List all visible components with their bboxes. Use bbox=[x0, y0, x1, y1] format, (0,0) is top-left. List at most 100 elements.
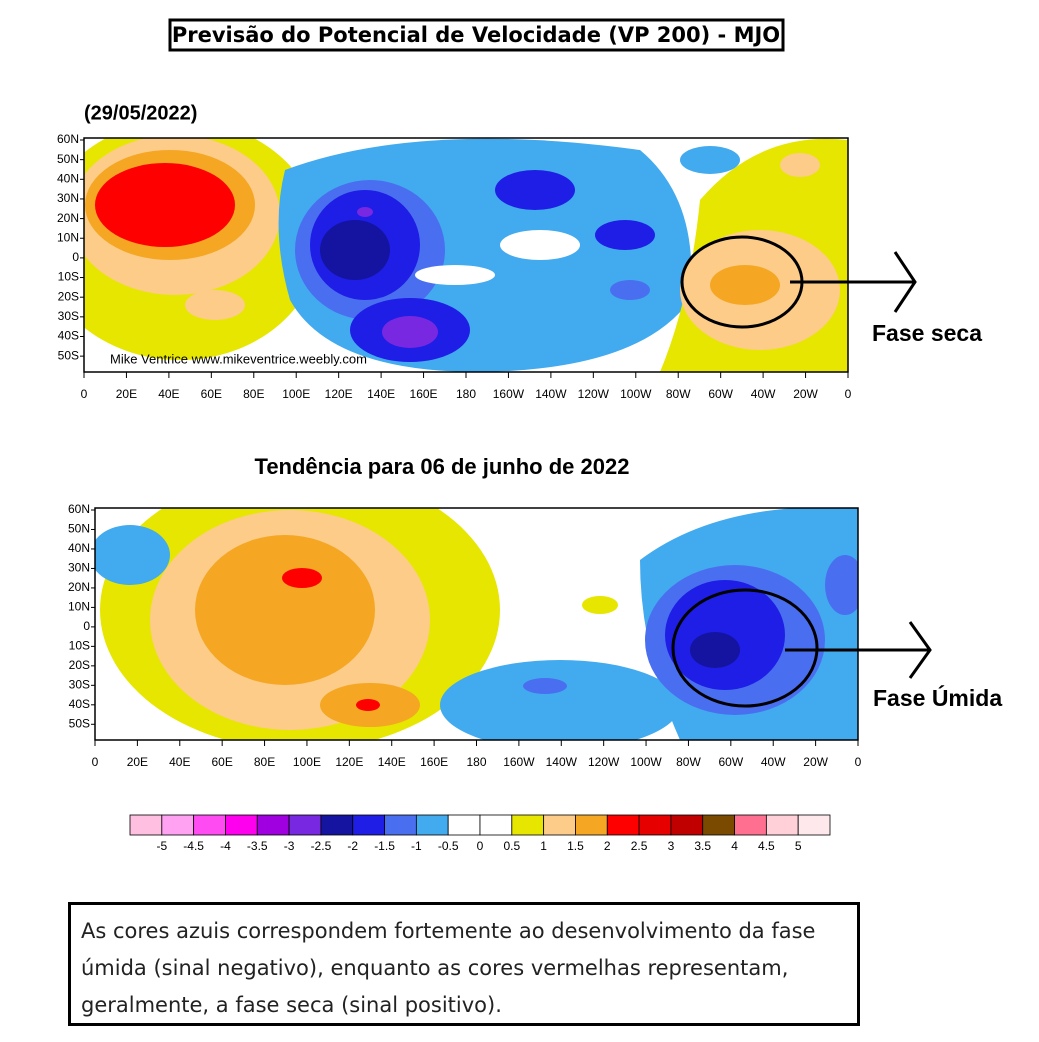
colorbar-label: 0.5 bbox=[503, 839, 520, 853]
lat-label: 20N bbox=[68, 580, 90, 594]
lon-label: 60W bbox=[708, 387, 733, 401]
lon-label: 120W bbox=[588, 755, 620, 769]
colorbar-label: -1.5 bbox=[374, 839, 395, 853]
colorbar-label: 3.5 bbox=[694, 839, 711, 853]
lon-label: 40W bbox=[761, 755, 786, 769]
color-swatch bbox=[543, 814, 576, 836]
color-swatch bbox=[288, 814, 322, 836]
lat-label: 40S bbox=[58, 329, 79, 343]
title: Previsão do Potencial de Velocidade (VP … bbox=[172, 23, 780, 47]
color-swatch bbox=[384, 814, 417, 836]
lon-label: 180 bbox=[466, 755, 486, 769]
annotation: Fase Úmida bbox=[873, 684, 1002, 711]
lat-label: 50S bbox=[69, 716, 90, 730]
lon-label: 80W bbox=[666, 387, 691, 401]
lon-label: 80E bbox=[254, 755, 275, 769]
lon-label: 120W bbox=[578, 387, 610, 401]
lat-label: 20N bbox=[57, 211, 79, 225]
colorbar-label: 1.5 bbox=[567, 839, 584, 853]
arrow bbox=[785, 621, 932, 679]
lat-label: 50N bbox=[57, 152, 79, 166]
lat-label: 40N bbox=[68, 541, 90, 555]
lat-label: 30S bbox=[69, 678, 90, 692]
colorbar-label: -2 bbox=[347, 839, 358, 853]
color-swatch bbox=[765, 814, 799, 836]
color-swatch bbox=[670, 814, 704, 836]
color-swatch bbox=[161, 814, 195, 836]
lon-label: 60E bbox=[201, 387, 222, 401]
color-swatch bbox=[479, 814, 513, 836]
lat-label: 30N bbox=[68, 561, 90, 575]
lon-label: 20W bbox=[793, 387, 818, 401]
color-swatch bbox=[797, 814, 831, 836]
lat-label: 10S bbox=[69, 639, 90, 653]
colorbar-label: 4 bbox=[731, 839, 738, 853]
map-date: Tendência para 06 de junho de 2022 bbox=[255, 454, 630, 479]
color-swatch bbox=[511, 814, 545, 836]
lon-label: 60W bbox=[718, 755, 743, 769]
color-swatch bbox=[129, 814, 163, 836]
color-swatch bbox=[320, 814, 354, 836]
colorbar-label: 2.5 bbox=[631, 839, 648, 853]
colorbar-label: -2.5 bbox=[311, 839, 332, 853]
color-swatch bbox=[256, 814, 290, 836]
color-swatch bbox=[352, 814, 385, 836]
colorbar-label: -4.5 bbox=[183, 839, 204, 853]
lon-label: 160E bbox=[410, 387, 438, 401]
lat-label: 30N bbox=[57, 191, 79, 205]
credit: Mike Ventrice www.mikeventrice.weebly.co… bbox=[110, 351, 367, 366]
lon-label: 160W bbox=[493, 387, 525, 401]
lon-label: 140E bbox=[367, 387, 395, 401]
lon-label: 0 bbox=[92, 755, 99, 769]
lat-label: 60N bbox=[68, 502, 90, 516]
lat-label: 60N bbox=[57, 132, 79, 146]
lon-label: 100E bbox=[282, 387, 310, 401]
colorbar-label: 1 bbox=[540, 839, 547, 853]
lon-label: 40W bbox=[751, 387, 776, 401]
lat-label: 40S bbox=[69, 697, 90, 711]
lon-label: 140W bbox=[535, 387, 567, 401]
color-swatch bbox=[225, 814, 258, 836]
lon-label: 40E bbox=[158, 387, 179, 401]
figure: Previsão do Potencial de Velocidade (VP … bbox=[57, 18, 1002, 853]
title-box bbox=[168, 18, 785, 52]
lon-label: 20E bbox=[116, 387, 137, 401]
lon-label: 120E bbox=[335, 755, 363, 769]
lon-label: 140W bbox=[546, 755, 578, 769]
colorbar-label: -4 bbox=[220, 839, 231, 853]
lat-label: 40N bbox=[57, 171, 79, 185]
lat-label: 20S bbox=[58, 289, 79, 303]
lon-label: 20E bbox=[127, 755, 148, 769]
lat-label: 30S bbox=[58, 309, 79, 323]
colorbar-label: -0.5 bbox=[438, 839, 459, 853]
highlight-circle bbox=[671, 588, 819, 708]
lon-label: 0 bbox=[845, 387, 852, 401]
lat-label: 0 bbox=[72, 250, 79, 264]
arrow bbox=[790, 251, 917, 313]
lon-label: 140E bbox=[378, 755, 406, 769]
color-swatch bbox=[447, 814, 481, 836]
color-swatch bbox=[734, 814, 767, 836]
lat-label: 10S bbox=[58, 270, 79, 284]
colorbar-label: -3 bbox=[284, 839, 295, 853]
lat-label: 50S bbox=[58, 348, 79, 362]
lon-label: 0 bbox=[81, 387, 88, 401]
lat-label: 20S bbox=[69, 658, 90, 672]
colorbar-label: 0 bbox=[477, 839, 484, 853]
color-swatch bbox=[702, 814, 735, 836]
note: As cores azuis correspondem fortemente a… bbox=[68, 902, 860, 1026]
lat-label: 10N bbox=[57, 230, 79, 244]
lon-label: 0 bbox=[855, 755, 862, 769]
lon-label: 40E bbox=[169, 755, 190, 769]
color-swatch bbox=[638, 814, 672, 836]
lon-label: 100W bbox=[620, 387, 652, 401]
map-field bbox=[95, 508, 858, 740]
lat-label: 50N bbox=[68, 522, 90, 536]
lon-label: 160W bbox=[503, 755, 535, 769]
lat-label: 10N bbox=[68, 600, 90, 614]
lon-label: 80W bbox=[676, 755, 701, 769]
color-swatch bbox=[575, 814, 608, 836]
colorbar-label: -3.5 bbox=[247, 839, 268, 853]
lon-label: 120E bbox=[325, 387, 353, 401]
